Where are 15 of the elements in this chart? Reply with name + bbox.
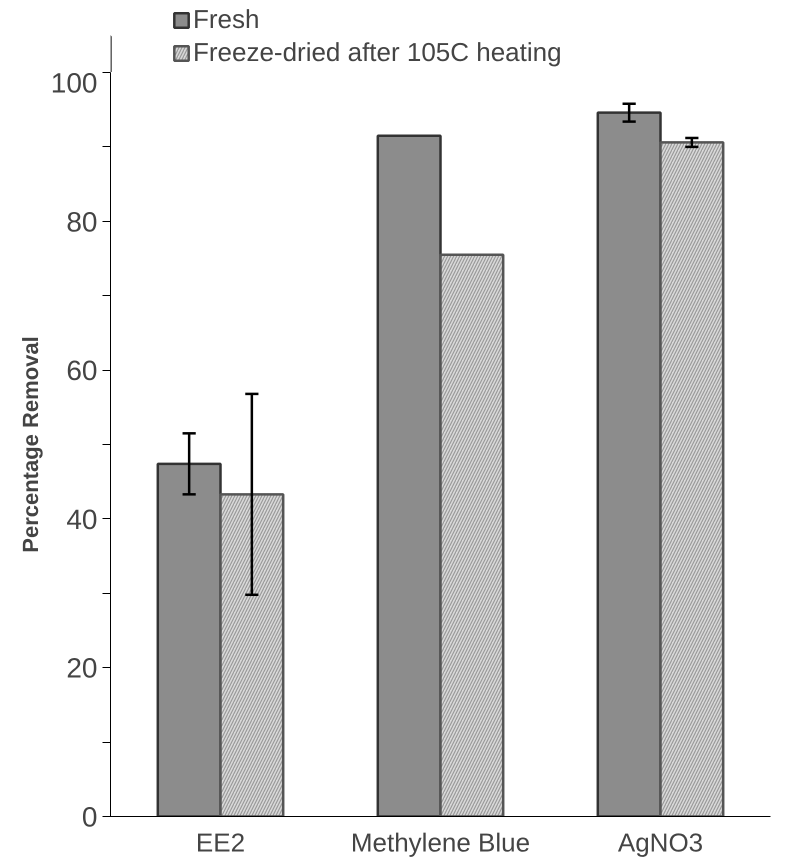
x-tick-label: AgNO3: [618, 828, 704, 858]
y-tick-label: 80: [66, 206, 98, 238]
y-axis-title: Percentage Removal: [18, 336, 43, 553]
y-tick-label: 100: [50, 68, 98, 98]
x-tick-label: EE2: [196, 828, 246, 858]
y-tick-label: 20: [66, 652, 98, 684]
bar: [156, 462, 222, 816]
legend-label: Fresh: [193, 4, 260, 35]
legend-label: Freeze-dried after 105C heating: [193, 37, 562, 68]
bar: [596, 111, 662, 816]
bar: [376, 134, 442, 816]
y-tick-label: 60: [66, 355, 98, 386]
x-tick-label: Methylene Blue: [350, 828, 530, 858]
y-tick-label: 0: [82, 802, 98, 832]
y-tick-label: 40: [66, 504, 98, 535]
